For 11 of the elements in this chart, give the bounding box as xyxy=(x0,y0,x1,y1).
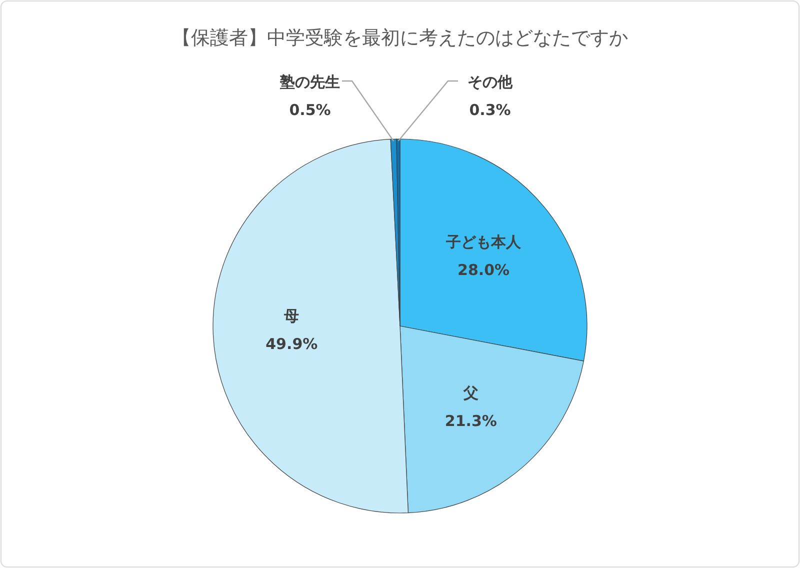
slice-label: 塾の先生 xyxy=(279,73,340,91)
slice-label: 父 xyxy=(462,384,478,402)
data-label: 0.3% xyxy=(469,101,511,119)
data-label: 0.5% xyxy=(289,101,331,119)
chart-title: 【保護者】中学受験を最初に考えたのはどなたですか xyxy=(172,27,628,49)
slice-label: 子ども本人 xyxy=(445,232,522,251)
data-label: 49.9% xyxy=(266,335,318,354)
slice-label: その他 xyxy=(468,73,514,91)
data-label: 21.3% xyxy=(444,412,497,430)
data-label: 28.0% xyxy=(458,260,510,279)
slice-label: 母 xyxy=(283,307,300,326)
